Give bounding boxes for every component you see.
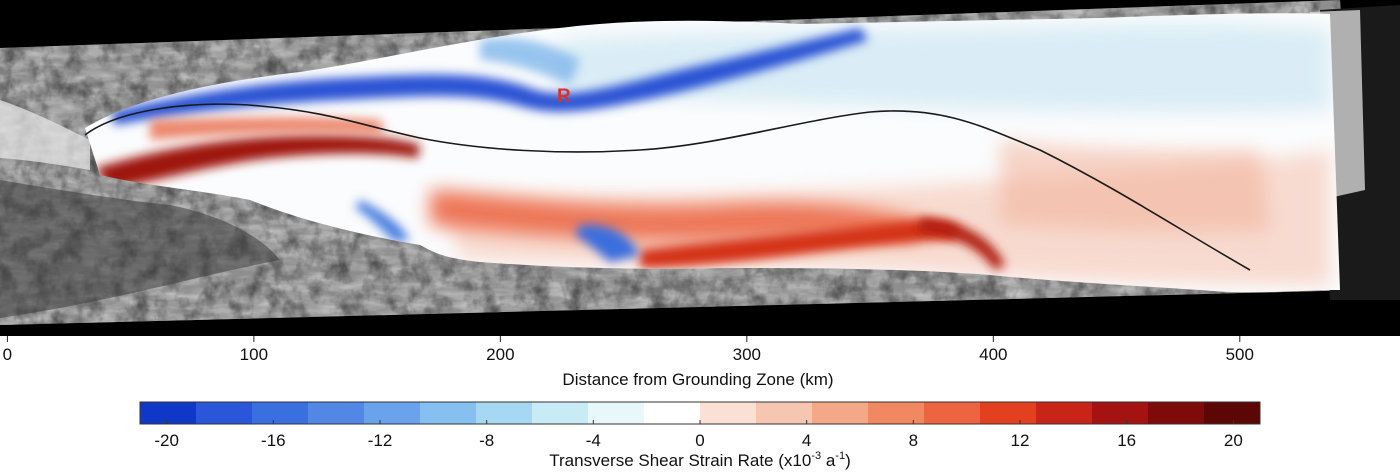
- distance-tick-label-4: 400: [979, 345, 1007, 364]
- central-flowline: [84, 103, 1251, 271]
- distance-tick-label-3: 300: [733, 345, 761, 364]
- colorbar-tick-label-6: 4: [802, 431, 811, 450]
- colorbar-swatch-11: [756, 402, 813, 424]
- colorbar-tick-label-5: 0: [695, 431, 704, 450]
- colorbar-swatch-4: [364, 402, 421, 424]
- colorbar-tick-label-3: -8: [479, 431, 494, 450]
- colorbar-title-exponent-2: -1: [835, 450, 845, 462]
- colorbar-swatch-0: [140, 402, 197, 424]
- colorbar-tick-label-10: 20: [1224, 431, 1243, 450]
- distance-tick-label-1: 100: [240, 345, 268, 364]
- colorbar: [139, 401, 1261, 425]
- colorbar-swatch-6: [476, 402, 533, 424]
- colorbar-swatch-13: [868, 402, 925, 424]
- colorbar-swatch-15: [980, 402, 1037, 424]
- colorbar-swatch-12: [812, 402, 869, 424]
- colorbar-swatch-18: [1148, 402, 1205, 424]
- distance-tick-label-2: 200: [486, 345, 514, 364]
- colorbar-swatch-2: [252, 402, 309, 424]
- colorbar-swatch-7: [532, 402, 589, 424]
- colorbar-swatch-1: [196, 402, 253, 424]
- colorbar-tick-label-7: 8: [909, 431, 918, 450]
- colorbar-swatch-3: [308, 402, 365, 424]
- colorbar-tick-label-2: -12: [368, 431, 393, 450]
- colorbar-swatch-8: [588, 402, 645, 424]
- distance-tick-label-0: 0: [3, 345, 12, 364]
- colorbar-tick-label-4: -4: [586, 431, 601, 450]
- colorbar-title-middle: a: [821, 451, 836, 470]
- colorbar-tick-label-9: 16: [1117, 431, 1136, 450]
- distance-axis: 0 100 200 300 400 500: [3, 336, 1254, 364]
- colorbar-swatch-14: [924, 402, 981, 424]
- colorbar-ticks: -20 -16 -12 -8 -4 0 4 8 12 16 20: [154, 420, 1243, 450]
- colorbar-title: Transverse Shear Strain Rate (x10-3 a-1): [549, 450, 850, 470]
- colorbar-tick-label-1: -16: [261, 431, 286, 450]
- colorbar-swatch-5: [420, 402, 477, 424]
- colorbar-tick-label-0: -20: [154, 431, 179, 450]
- colorbar-title-suffix: ): [845, 451, 851, 470]
- distance-axis-title: Distance from Grounding Zone (km): [562, 370, 833, 389]
- distance-tick-label-5: 500: [1226, 345, 1254, 364]
- colorbar-swatch-17: [1092, 402, 1149, 424]
- colorbar-swatch-19: [1204, 402, 1261, 424]
- colorbar-swatch-16: [1036, 402, 1093, 424]
- colorbar-swatch-10: [700, 402, 757, 424]
- colorbar-swatch-9: [644, 402, 701, 424]
- colorbar-title-exponent-1: -3: [811, 450, 821, 462]
- marker-label-r: R: [557, 86, 571, 107]
- colorbar-tick-label-8: 12: [1011, 431, 1030, 450]
- colorbar-title-prefix: Transverse Shear Strain Rate (x10: [549, 451, 811, 470]
